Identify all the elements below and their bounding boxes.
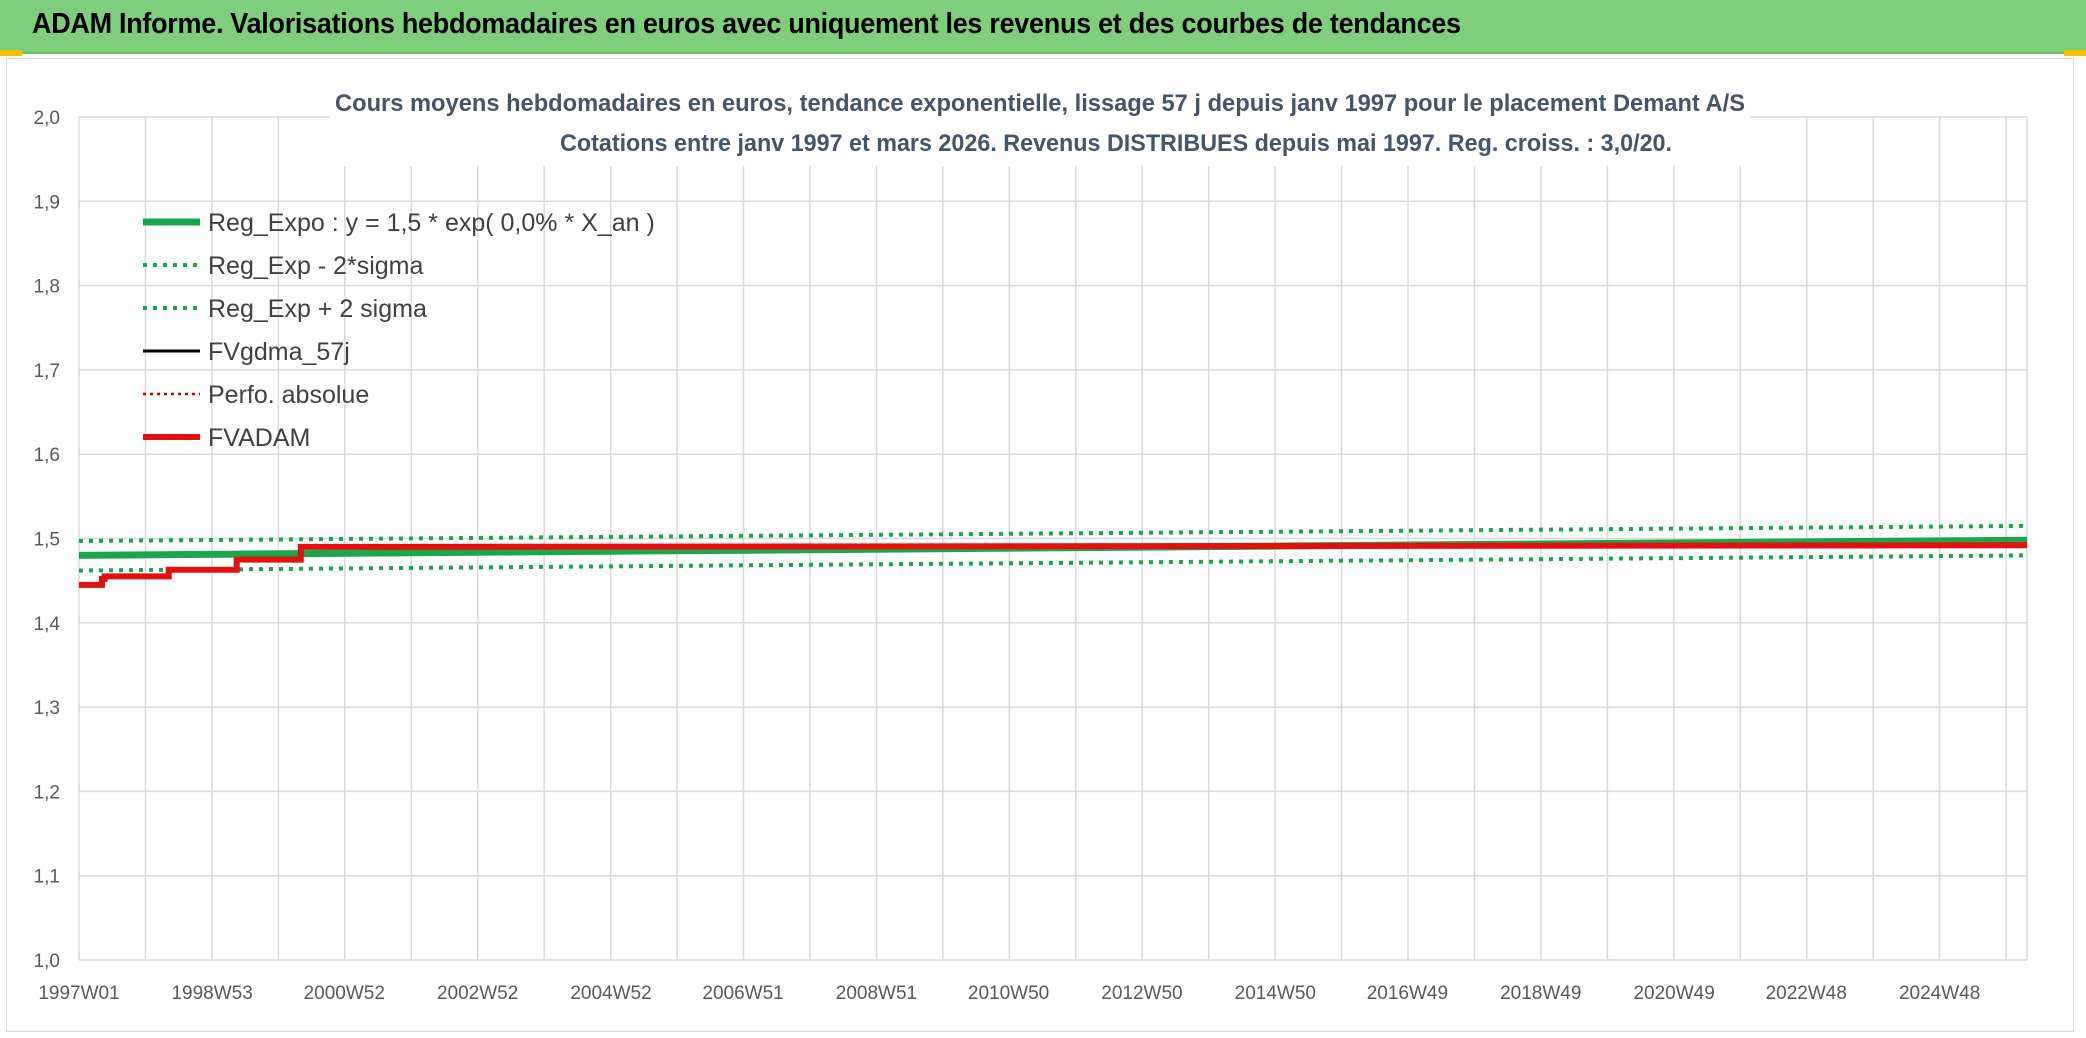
y-tick-label: 1,1 xyxy=(34,867,60,888)
y-tick-label: 1,8 xyxy=(34,277,60,298)
y-tick-label: 1,6 xyxy=(34,445,60,466)
x-tick-label: 2018W49 xyxy=(1500,983,1581,1004)
x-tick-label: 2012W50 xyxy=(1101,983,1182,1004)
y-tick-label: 1,5 xyxy=(34,530,60,551)
report-banner: ADAM Informe. Valorisations hebdomadaire… xyxy=(0,0,2086,54)
y-axis-ticks: 1,0 1,1 1,2 1,3 1,4 1,5 1,6 1,7 1,8 1,9 2,0 xyxy=(34,108,61,972)
x-tick-label: 2014W50 xyxy=(1235,983,1316,1004)
x-tick-label: 2010W50 xyxy=(968,983,1049,1004)
legend-label-2: Reg_Exp - 2*sigma xyxy=(208,252,423,280)
x-tick-label: 2008W51 xyxy=(836,983,917,1004)
x-axis-ticks: 1997W01 1998W53 2000W52 2002W52 2004W52 2006W… xyxy=(38,983,1980,1004)
chart-frame xyxy=(6,58,2074,1032)
x-tick-label: 2022W48 xyxy=(1766,983,1847,1004)
legend-label-4: FVgdma_57j xyxy=(208,338,350,366)
y-tick-label: 1,0 xyxy=(34,951,60,972)
x-tick-label: 2020W49 xyxy=(1633,983,1714,1004)
x-tick-label: 2016W49 xyxy=(1367,983,1448,1004)
y-tick-label: 1,2 xyxy=(34,782,60,803)
chart-title-line-1: Cours moyens hebdomadaires en euros, ten… xyxy=(335,90,1745,117)
chart-title-background xyxy=(330,82,1750,166)
y-tick-label: 1,3 xyxy=(34,698,60,719)
x-tick-label: 2006W51 xyxy=(702,983,783,1004)
y-tick-label: 1,4 xyxy=(34,614,61,635)
x-tick-label: 1997W01 xyxy=(38,983,119,1004)
x-tick-label: 2000W52 xyxy=(304,983,385,1004)
legend: Reg_Expo : y = 1,5 * exp( 0,0% * X_an ) R… xyxy=(143,209,655,452)
x-tick-label: 2004W52 xyxy=(570,983,651,1004)
y-tick-label: 1,9 xyxy=(34,192,60,213)
legend-label-1: Reg_Expo : y = 1,5 * exp( 0,0% * X_an ) xyxy=(208,209,655,237)
x-tick-label: 2002W52 xyxy=(437,983,518,1004)
series-line-6 xyxy=(79,542,2028,588)
chart-title-line-2: Cotations entre janv 1997 et mars 2026. … xyxy=(560,130,1672,157)
series-line-2 xyxy=(78,553,2028,573)
x-tick-label: 2024W48 xyxy=(1899,983,1980,1004)
x-tick-label: 1998W53 xyxy=(171,983,252,1004)
report-title: ADAM Informe. Valorisations hebdomadaire… xyxy=(32,8,1461,40)
series-line-3 xyxy=(78,523,2028,543)
legend-label-6: FVADAM xyxy=(208,424,310,452)
legend-label-3: Reg_Exp + 2 sigma xyxy=(208,295,427,323)
legend-label-5: Perfo. absolue xyxy=(208,381,369,409)
corner-marker-left xyxy=(0,50,22,56)
y-tick-label: 2,0 xyxy=(34,108,60,129)
grid xyxy=(78,116,2028,961)
corner-marker-right xyxy=(2064,50,2086,56)
series xyxy=(78,523,2028,588)
y-tick-label: 1,7 xyxy=(34,361,60,382)
